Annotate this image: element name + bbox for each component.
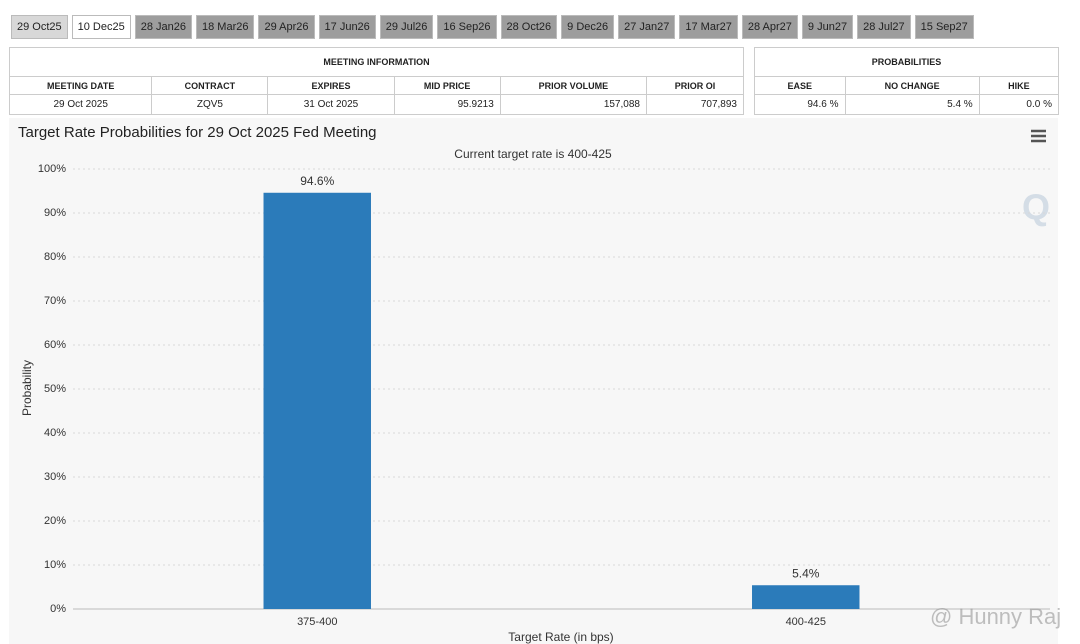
y-tick-label: 60% (44, 339, 66, 351)
meeting-tab[interactable]: 27 Jan27 (618, 15, 676, 39)
meeting-tab[interactable]: 29 Oct25 (11, 15, 68, 39)
y-tick-label: 0% (50, 603, 66, 615)
menu-icon[interactable] (1031, 129, 1046, 143)
y-tick-label: 50% (44, 383, 66, 395)
data-label: 94.6% (300, 174, 334, 188)
meeting-tab[interactable]: 28 Apr27 (741, 15, 798, 39)
table-title: MEETING INFORMATION (9, 47, 744, 77)
column-header: EASE (754, 76, 846, 95)
chart-title: Target Rate Probabilities for 29 Oct 202… (18, 124, 377, 141)
chart: Target Rate Probabilities for 29 Oct 202… (9, 118, 1058, 644)
y-tick-label: 20% (44, 515, 66, 527)
y-tick-label: 30% (44, 471, 66, 483)
meeting-tab[interactable]: 28 Jan26 (134, 15, 192, 39)
column-header: PRIOR OI (645, 76, 745, 95)
y-tick-label: 40% (44, 427, 66, 439)
meeting-tab[interactable]: 9 Dec26 (561, 15, 615, 39)
meeting-tab[interactable]: 17 Mar27 (679, 15, 738, 39)
y-axis-label: Probability (20, 360, 34, 416)
cell: 94.6 % (754, 94, 846, 115)
bar (752, 585, 860, 609)
column-header: PRIOR VOLUME (499, 76, 647, 95)
column-header: MEETING DATE (8, 76, 153, 95)
column-header: CONTRACT (151, 76, 269, 95)
data-label: 5.4% (792, 566, 820, 580)
cell: 95.9213 (393, 94, 501, 115)
meeting-tab[interactable]: 17 Jun26 (318, 15, 376, 39)
cell: ZQV5 (151, 94, 269, 115)
chart-subtitle: Current target rate is 400-425 (454, 147, 612, 161)
x-tick-label: 400-425 (786, 616, 826, 628)
probabilities-table: PROBABILITIES EASE NO CHANGE HIKE 94.6 % 5.4… (754, 47, 1060, 115)
meeting-tab[interactable]: 9 Jun27 (801, 15, 854, 39)
logo: Q (1022, 187, 1050, 228)
table-title: PROBABILITIES (754, 47, 1059, 77)
y-tick-label: 80% (44, 251, 66, 263)
meeting-tab[interactable]: 29 Apr26 (258, 15, 315, 39)
cell: 707,893 (645, 94, 745, 115)
cell: 31 Oct 2025 (267, 94, 395, 115)
meeting-tab[interactable]: 16 Sep26 (437, 15, 497, 39)
cell: 5.4 % (844, 94, 980, 115)
column-header: EXPIRES (267, 76, 395, 95)
column-header: MID PRICE (393, 76, 501, 95)
column-header: NO CHANGE (844, 76, 980, 95)
meeting-tab[interactable]: 28 Oct26 (500, 15, 558, 39)
meeting-tab[interactable]: 10 Dec25 (71, 15, 131, 39)
watermark: @ Hunny Raj (930, 604, 1062, 629)
y-tick-label: 10% (44, 559, 66, 571)
y-tick-label: 70% (44, 295, 66, 307)
y-tick-label: 100% (38, 163, 66, 175)
meeting-tab[interactable]: 28 Jul27 (857, 15, 911, 39)
meeting-tab[interactable]: 18 Mar26 (196, 15, 255, 39)
x-tick-label: 375-400 (297, 616, 337, 628)
cell: 157,088 (499, 94, 647, 115)
meeting-tab[interactable]: 15 Sep27 (914, 15, 974, 39)
meeting-tabs: 29 Oct25 10 Dec25 28 Jan26 18 Mar26 29 Apr26… (11, 15, 974, 39)
column-header: HIKE (978, 76, 1060, 95)
cell: 29 Oct 2025 (8, 94, 153, 115)
meeting-tab[interactable]: 29 Jul26 (379, 15, 434, 39)
y-tick-label: 90% (44, 207, 66, 219)
cell: 0.0 % (978, 94, 1060, 115)
x-axis-label: Target Rate (in bps) (508, 630, 613, 644)
meeting-info-table: MEETING INFORMATION MEETING DATE CONTRACT… (8, 47, 745, 115)
bar (263, 192, 371, 609)
